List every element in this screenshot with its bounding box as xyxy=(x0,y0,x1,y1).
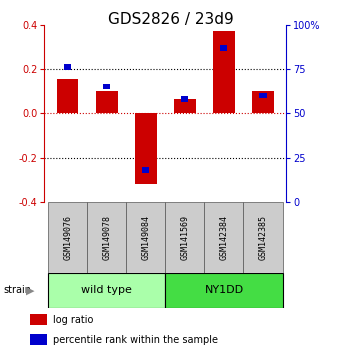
Text: wild type: wild type xyxy=(81,285,132,295)
Text: GSM142385: GSM142385 xyxy=(258,215,267,260)
Bar xyxy=(48,202,87,273)
Text: GSM142384: GSM142384 xyxy=(220,215,228,260)
Text: GSM149076: GSM149076 xyxy=(63,215,72,260)
Bar xyxy=(165,202,205,273)
Text: GSM149078: GSM149078 xyxy=(102,215,111,260)
Text: percentile rank within the sample: percentile rank within the sample xyxy=(53,335,218,344)
Bar xyxy=(126,202,165,273)
Text: NY1DD: NY1DD xyxy=(204,285,243,295)
Bar xyxy=(96,91,118,113)
Bar xyxy=(252,91,274,113)
Bar xyxy=(220,45,227,51)
Text: GDS2826 / 23d9: GDS2826 / 23d9 xyxy=(108,12,233,27)
Text: strain: strain xyxy=(3,285,31,295)
Bar xyxy=(142,167,149,173)
Bar xyxy=(243,202,283,273)
Text: ▶: ▶ xyxy=(26,285,34,295)
Text: GSM149084: GSM149084 xyxy=(142,215,150,260)
Bar xyxy=(205,202,243,273)
Bar xyxy=(30,334,47,345)
Bar xyxy=(174,99,196,113)
Bar xyxy=(30,314,47,325)
Bar xyxy=(135,113,157,184)
Bar xyxy=(87,202,126,273)
Bar xyxy=(64,64,71,70)
Bar xyxy=(165,273,283,308)
Bar xyxy=(103,84,110,90)
Bar xyxy=(48,273,165,308)
Text: GSM141569: GSM141569 xyxy=(180,215,189,260)
Bar xyxy=(260,93,267,98)
Bar xyxy=(181,96,189,102)
Text: log ratio: log ratio xyxy=(53,315,93,325)
Bar xyxy=(57,79,78,113)
Bar xyxy=(213,32,235,113)
